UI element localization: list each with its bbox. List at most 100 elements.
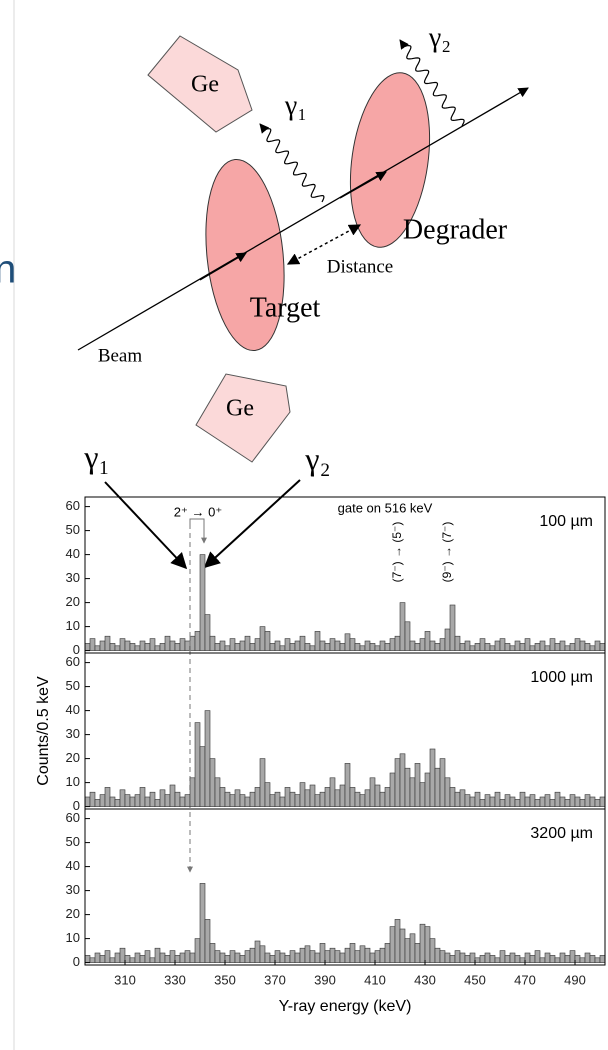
y-tick-label: 60 [66,810,80,825]
bar [264,631,271,651]
bar [344,633,351,651]
bar [194,938,201,963]
bar [534,643,541,651]
bar [544,952,551,963]
bar [209,943,216,963]
bar [479,799,486,807]
x-tick-label: 370 [264,972,286,987]
bar [554,643,561,651]
bar [354,791,361,807]
diagram-label: Distance [327,256,393,277]
bar [204,614,211,651]
bar [599,643,606,651]
diagram-label: γ₂ [428,22,451,53]
bar [159,952,166,963]
bar [599,796,606,807]
bar [489,645,496,651]
bar [109,957,116,963]
bar [539,957,546,963]
bar [299,947,306,963]
panel-frame [84,808,606,966]
bar [194,722,201,807]
bar [104,787,111,807]
bar [504,955,511,963]
gate-label: gate on 516 keV [338,500,433,515]
bar [184,794,191,807]
bar [434,643,441,651]
bar [264,782,271,807]
diagram: Ge γ₁ γ₂ Degrader Distance Target Beam G… [77,22,529,570]
bar [449,604,456,651]
bar [414,943,421,963]
bar [434,947,441,963]
y-tick-label: 30 [66,570,80,585]
bar [94,645,101,651]
bar [319,640,326,651]
bar [169,640,176,651]
bar [269,955,276,963]
spectrum-arrow [104,481,188,570]
bar [409,777,416,807]
transition-label: 2⁺ → 0⁺ [174,504,222,519]
bar [219,787,226,807]
bar [119,789,126,807]
bar [289,950,296,963]
bar [179,796,186,807]
bar [249,947,256,963]
bar [419,638,426,651]
diagram-label: Beam [98,345,143,366]
panel-label: 3200 µm [530,825,593,842]
bar [259,626,266,651]
bar [169,950,176,963]
bar [439,950,446,963]
bar [594,640,601,651]
bar [174,791,181,807]
bar [219,952,226,963]
bar [124,640,131,651]
beam-arrow [199,252,247,281]
bar [179,952,186,963]
bar [209,758,216,807]
bar [549,638,556,651]
bar [114,645,121,651]
bar [459,789,466,807]
x-tick-label: 450 [464,972,486,987]
bar [189,777,196,807]
bar [319,791,326,807]
bar [354,950,361,963]
bar [214,777,221,807]
bar [404,767,411,807]
bar [89,957,96,963]
bar [384,643,391,651]
bar [279,796,286,807]
bar [544,794,551,807]
bar [179,638,186,651]
bar [129,957,136,963]
bar [209,635,216,651]
bar [234,643,241,651]
bar [459,952,466,963]
bar [409,640,416,651]
bar [244,796,251,807]
bar [134,794,141,807]
transition-label: (9⁻) → (7⁻) [440,522,454,583]
bar [424,772,431,807]
y-tick-label: 0 [73,798,80,813]
bar [139,640,146,651]
bar [254,638,261,651]
bar [314,631,321,651]
bar [454,950,461,963]
diagram-label: Ge [226,396,254,422]
bar [519,643,526,651]
bar [479,638,486,651]
bar [404,621,411,651]
bar [584,794,591,807]
bar [154,799,161,807]
bar [414,763,421,807]
bar [204,710,211,807]
bar [144,950,151,963]
bar [409,933,416,963]
bar [509,645,516,651]
x-tick-label: 410 [364,972,386,987]
